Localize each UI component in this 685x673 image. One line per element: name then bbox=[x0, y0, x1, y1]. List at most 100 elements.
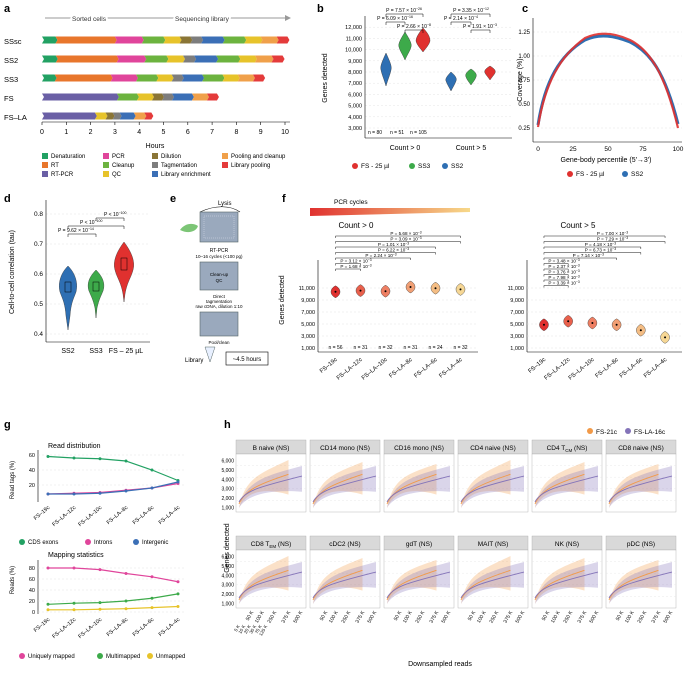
d-y-tick-label: 0.6 bbox=[34, 271, 43, 278]
h-line-fsla16 bbox=[534, 571, 599, 599]
f-y-tick-label: 1,000 bbox=[301, 346, 315, 352]
h-line-fsla16 bbox=[386, 475, 451, 503]
g-legend-unmapped: Unmapped bbox=[156, 654, 185, 660]
e-lysis-arrow bbox=[199, 206, 241, 213]
f-median-point bbox=[409, 286, 412, 288]
a-segment-qc bbox=[244, 36, 263, 44]
d-violin-ss3 bbox=[87, 269, 105, 319]
a-segment-rtpcr bbox=[42, 93, 119, 101]
f-median-point bbox=[359, 289, 362, 292]
h-x-tick-label: 250 K bbox=[341, 609, 353, 624]
h-line-fs21 bbox=[534, 569, 585, 601]
a-legend-label: PCR bbox=[112, 154, 125, 160]
f-bracket bbox=[335, 246, 436, 249]
a-tick-label: 0 bbox=[40, 129, 44, 136]
h-x-tick-label: 50 K bbox=[615, 609, 626, 621]
f-y-tick-label: 5,000 bbox=[301, 322, 315, 328]
h-y-tick-label: 2,000 bbox=[221, 496, 234, 502]
a-legend-swatch-tagmentation bbox=[152, 162, 158, 168]
f-median-point bbox=[542, 323, 545, 326]
h-band-fsla16 bbox=[387, 562, 450, 604]
a-row-label: SSsc bbox=[4, 37, 22, 46]
d-y-tick-label: 0.5 bbox=[34, 301, 43, 308]
h-line-fs21 bbox=[608, 569, 659, 601]
h-band-fsla16 bbox=[313, 562, 376, 604]
f-y-tick-label: 1,000 bbox=[510, 346, 524, 352]
f-x-tick-label: FS–LA–8c bbox=[388, 357, 413, 380]
g-line bbox=[48, 605, 179, 611]
c-y-tick-label: 1.25 bbox=[518, 30, 530, 36]
a-segment-qc bbox=[136, 93, 154, 101]
a-row-label: SS3 bbox=[4, 75, 18, 84]
panel-f: PCR cycles Count > 0 Count > 5 Genes det… bbox=[279, 199, 682, 382]
g-legend-intergenic-dot bbox=[133, 539, 139, 545]
c-y-tick-label: 1.00 bbox=[518, 54, 530, 60]
g-point bbox=[150, 596, 154, 600]
h-facets: B naive (NS) 1,000 2,000 3,000 4,000 5,000 6,0… bbox=[221, 439, 677, 637]
e-pool: Pool/clean bbox=[208, 340, 230, 345]
f-x-tick-label: FS–LA–8c bbox=[595, 357, 620, 380]
f-right-chart: 1,000 3,000 5,000 7,000 9,000 11,000 FS–19c FS–… bbox=[508, 231, 682, 382]
h-x-tick-label: 375 K bbox=[651, 609, 663, 624]
h-line-fs21 bbox=[312, 473, 363, 505]
f-left-chart: 1,000 3,000 5,000 7,000 9,000 11,000 FS–19c n =… bbox=[299, 231, 478, 382]
g-x-tick-label-2: FS–LA–12c bbox=[51, 617, 77, 640]
g-point bbox=[46, 602, 50, 606]
f-y-tick-label: 3,000 bbox=[301, 334, 315, 340]
a-legend-swatch-cleanup bbox=[103, 162, 109, 168]
h-y-tick-label: 4,000 bbox=[221, 573, 234, 579]
f-x-tick-label: FS–LA–4c bbox=[438, 357, 463, 380]
h-facet-title: CD14 mono (NS) bbox=[320, 445, 370, 452]
h-y-tick-label: 1,000 bbox=[221, 505, 234, 511]
f-bracket bbox=[543, 274, 569, 277]
h-facet-title: CD8 TEM (NS) bbox=[251, 541, 292, 549]
g-x-tick-label-2: FS–LA–6c bbox=[132, 617, 156, 638]
a-segment-rt bbox=[55, 55, 119, 63]
b-violin-ss3-c5 bbox=[465, 68, 477, 86]
f-pcr-label: PCR cycles bbox=[334, 199, 368, 206]
b-pval-2: P = 6.09 × 10−16 bbox=[377, 15, 413, 22]
a-legend-label: Denaturation bbox=[51, 154, 85, 160]
g-point bbox=[176, 580, 180, 584]
h-band-fs21 bbox=[239, 556, 289, 604]
g-legend-multi-dot bbox=[97, 653, 103, 659]
d-box-fs bbox=[120, 257, 128, 271]
f-x-tick-label: FS–LA–6c bbox=[619, 357, 644, 380]
c-x-tick-label: 50 bbox=[604, 146, 612, 153]
g-x-tick-label-2: FS–LA–10c bbox=[77, 617, 103, 640]
f-bracket bbox=[335, 257, 411, 260]
h-small-tick-label: 20 K bbox=[243, 624, 252, 635]
sorted-cells-label: Sorted cells bbox=[72, 16, 107, 23]
c-x-tick-label: 75 bbox=[639, 146, 647, 153]
h-line-fsla16 bbox=[608, 571, 673, 599]
g-y-tick-label: 60 bbox=[29, 577, 35, 583]
f-left-title: Count > 0 bbox=[339, 221, 374, 230]
a-segment-rt bbox=[55, 36, 117, 44]
d-y-tick-label: 0.7 bbox=[34, 241, 43, 248]
h-facet-title: CD4 naive (NS) bbox=[470, 445, 516, 452]
d-brackets bbox=[67, 217, 125, 237]
b-pval-1: P = 7.57 × 10−26 bbox=[386, 7, 422, 14]
f-pval: P = 1.68 × 10−3 bbox=[340, 264, 371, 270]
a-segment-pooling_cleanup bbox=[260, 36, 279, 44]
a-segment-pooling_cleanup bbox=[254, 55, 274, 63]
f-median-point bbox=[384, 290, 387, 293]
g-point bbox=[46, 455, 50, 458]
g-y-tick-label: 20 bbox=[29, 599, 35, 605]
f-pval: P = 7.00 × 10−3 bbox=[597, 231, 628, 237]
e-rtpcr: RT-PCR bbox=[210, 248, 229, 254]
b-pval-3: P = 2.66 × 10−8 bbox=[397, 23, 431, 30]
a-legend-swatch-pcr bbox=[103, 153, 109, 159]
g-legend-unmapped-dot bbox=[147, 653, 153, 659]
h-facet-panel bbox=[605, 549, 677, 609]
g-point bbox=[150, 468, 154, 472]
a-segment-tagmentation bbox=[112, 112, 122, 120]
a-segment-tagmentation bbox=[171, 74, 184, 82]
a-segment-cleanup bbox=[136, 74, 159, 82]
f-y-tick-label: 7,000 bbox=[510, 310, 524, 316]
d-y-tick-label: 0.8 bbox=[34, 211, 43, 218]
g-point bbox=[124, 459, 128, 463]
h-x-tick-label: 50 K bbox=[393, 609, 404, 621]
c-y-label: Coverage (%) bbox=[517, 58, 524, 101]
f-pval: P = 3.76 × 10−3 bbox=[548, 269, 579, 275]
